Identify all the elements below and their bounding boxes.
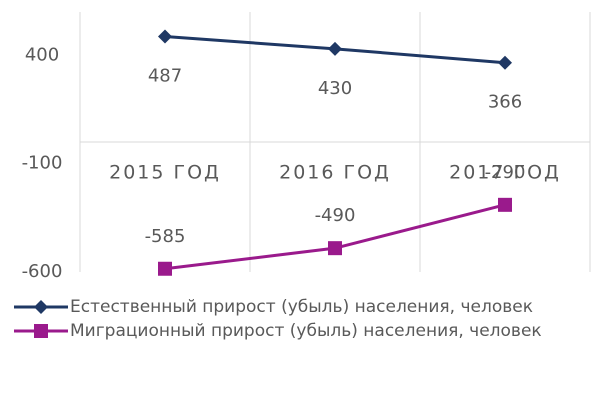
legend-item: Естественный прирост (убыль) населения, … <box>12 296 604 318</box>
legend-icon <box>14 300 68 314</box>
legend-label: Миграционный прирост (убыль) населения, … <box>70 321 542 341</box>
y-tick-label: 400 <box>25 44 59 65</box>
data-label: -585 <box>145 226 186 247</box>
data-label: 430 <box>318 78 352 99</box>
y-tick-label: -100 <box>22 153 63 174</box>
x-tick-label: 2016 ГОД <box>279 162 391 184</box>
marker <box>328 41 342 56</box>
y-tick-label: -600 <box>22 261 63 282</box>
data-label: -290 <box>485 162 526 183</box>
marker <box>498 197 512 212</box>
legend-marker <box>34 324 48 338</box>
data-label: 487 <box>148 65 182 86</box>
x-tick-label: 2017 ГОД <box>449 162 561 184</box>
legend: Естественный прирост (убыль) населения, … <box>12 296 604 344</box>
marker <box>158 29 172 44</box>
marker <box>158 261 172 276</box>
marker <box>498 55 512 70</box>
legend-label: Естественный прирост (убыль) населения, … <box>70 297 533 317</box>
data-label: 366 <box>488 92 522 113</box>
legend-icon <box>14 324 68 338</box>
legend-item: Миграционный прирост (убыль) населения, … <box>12 320 604 342</box>
data-label: -490 <box>315 205 356 226</box>
marker <box>328 241 342 256</box>
chart: -600 -100 400 2015 ГОД 2016 ГОД 2017 ГОД 487 43… <box>22 12 591 282</box>
x-tick-label: 2015 ГОД <box>109 162 221 184</box>
legend-marker <box>34 300 48 314</box>
